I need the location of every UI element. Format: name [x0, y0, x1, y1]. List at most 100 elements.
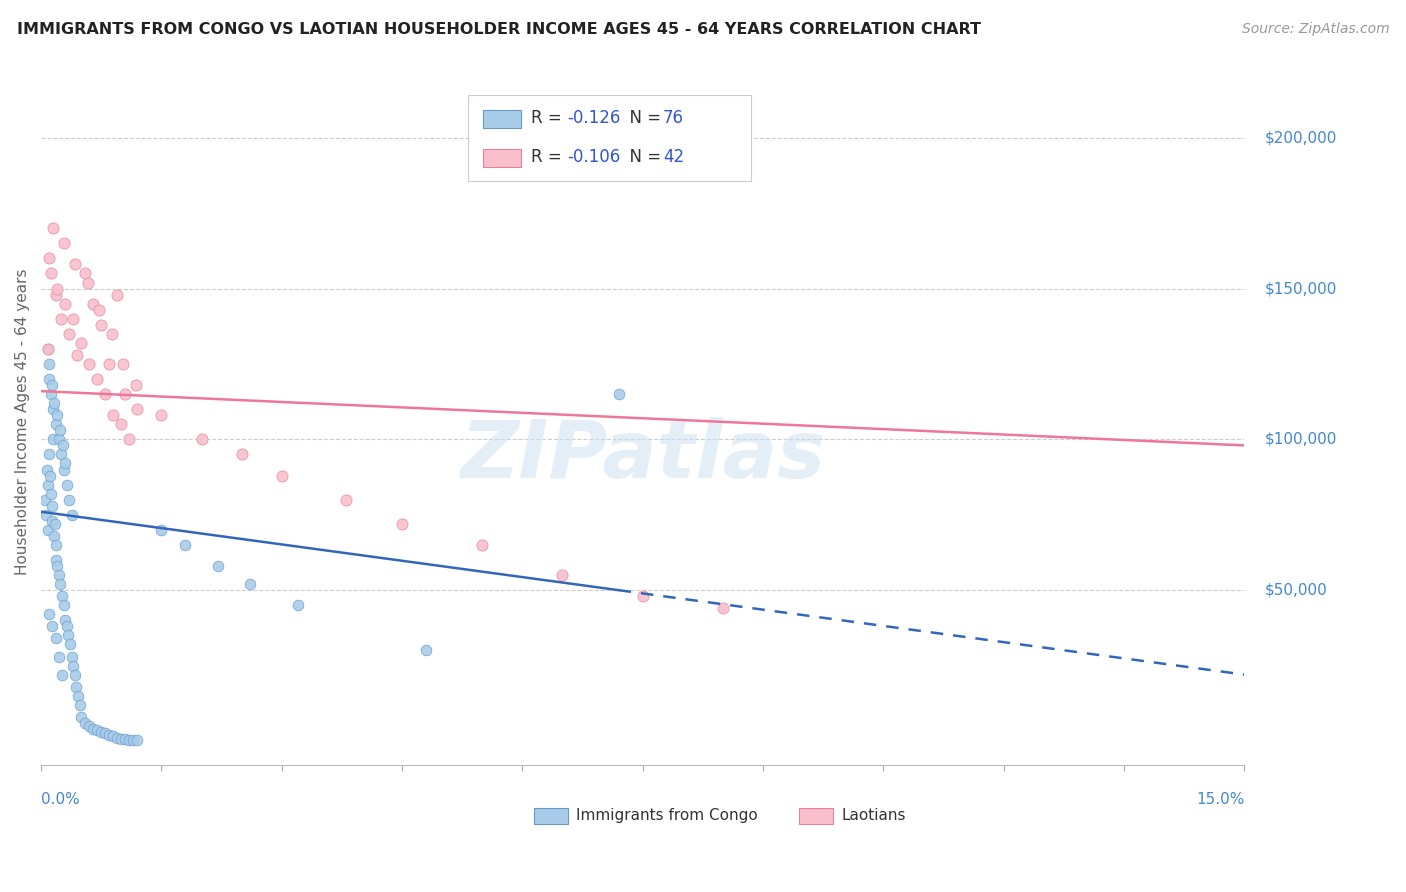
Point — [87, 302, 110, 317]
Point — [39, 486, 62, 500]
Point — [69, 698, 91, 712]
Text: R =: R = — [531, 148, 567, 166]
Point — [98, 728, 121, 742]
Point — [75, 715, 97, 730]
Text: Source: ZipAtlas.com: Source: ZipAtlas.com — [1241, 22, 1389, 37]
Text: N =: N = — [619, 148, 666, 166]
Point — [58, 326, 80, 341]
Text: 0.0%: 0.0% — [41, 792, 80, 807]
Point — [86, 723, 108, 738]
Point — [58, 628, 80, 642]
Point — [46, 559, 69, 574]
Point — [45, 632, 67, 646]
Point — [711, 601, 734, 615]
Point — [51, 311, 73, 326]
Point — [90, 318, 112, 332]
Point — [52, 236, 75, 251]
FancyBboxPatch shape — [799, 808, 832, 823]
Point — [111, 357, 134, 371]
Point — [35, 508, 58, 522]
Point — [45, 553, 67, 567]
Point — [53, 457, 76, 471]
Point — [105, 287, 128, 301]
Point — [39, 468, 62, 483]
Point — [42, 433, 65, 447]
Point — [94, 726, 117, 740]
Point — [75, 267, 97, 281]
Point — [52, 462, 75, 476]
Point — [335, 492, 357, 507]
Point — [48, 649, 70, 664]
Point — [52, 599, 75, 613]
Point — [45, 287, 67, 301]
Point — [118, 433, 141, 447]
Point — [231, 447, 253, 461]
Point — [55, 477, 77, 491]
Point — [66, 348, 89, 362]
Text: $100,000: $100,000 — [1264, 432, 1337, 447]
Point — [59, 637, 82, 651]
Point — [82, 296, 104, 310]
FancyBboxPatch shape — [468, 95, 751, 180]
Point — [39, 267, 62, 281]
Point — [607, 387, 630, 401]
Text: 76: 76 — [664, 109, 685, 127]
Point — [287, 599, 309, 613]
Point — [49, 577, 72, 591]
Point — [471, 538, 494, 552]
Point — [98, 357, 121, 371]
Point — [48, 433, 70, 447]
Point — [42, 402, 65, 417]
Point — [45, 538, 67, 552]
Point — [38, 447, 60, 461]
Point — [90, 725, 112, 739]
Point — [103, 730, 125, 744]
Point — [63, 257, 86, 271]
Point — [82, 722, 104, 736]
Point — [41, 514, 63, 528]
Point — [51, 447, 73, 461]
Point — [86, 372, 108, 386]
Point — [38, 252, 60, 266]
Text: -0.126: -0.126 — [567, 109, 620, 127]
FancyBboxPatch shape — [534, 808, 568, 823]
Point — [125, 378, 148, 392]
Point — [41, 619, 63, 633]
Text: ZIPatlas: ZIPatlas — [460, 417, 825, 495]
Point — [127, 733, 149, 747]
Point — [37, 342, 59, 356]
Text: 15.0%: 15.0% — [1197, 792, 1244, 807]
Point — [110, 731, 132, 746]
Point — [53, 296, 76, 310]
Point — [42, 529, 65, 543]
Point — [190, 433, 212, 447]
Point — [55, 619, 77, 633]
Point — [38, 607, 60, 622]
Point — [103, 409, 125, 423]
Point — [77, 357, 100, 371]
Point — [41, 499, 63, 513]
Point — [46, 282, 69, 296]
Point — [45, 417, 67, 432]
Point — [110, 417, 132, 432]
Text: $150,000: $150,000 — [1264, 281, 1337, 296]
Point — [52, 438, 75, 452]
FancyBboxPatch shape — [482, 149, 522, 167]
Point — [66, 689, 89, 703]
Text: N =: N = — [619, 109, 666, 127]
Point — [631, 589, 654, 603]
Text: Laotians: Laotians — [841, 808, 905, 822]
Point — [37, 523, 59, 537]
Point — [53, 613, 76, 627]
Point — [48, 423, 70, 437]
Point — [37, 342, 59, 356]
Point — [63, 667, 86, 681]
Point — [122, 733, 145, 747]
Point — [114, 387, 136, 401]
Point — [39, 387, 62, 401]
Point — [127, 402, 149, 417]
Point — [77, 719, 100, 733]
Point — [65, 680, 87, 694]
Point — [34, 492, 56, 507]
Point — [51, 589, 73, 603]
